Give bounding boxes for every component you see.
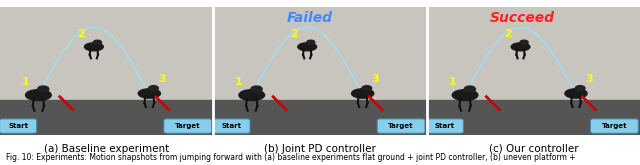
Text: 3: 3 [158, 74, 166, 84]
Ellipse shape [362, 86, 372, 91]
Text: (b) Joint PD controller: (b) Joint PD controller [264, 144, 376, 153]
Ellipse shape [464, 86, 476, 92]
Text: 2: 2 [504, 29, 511, 39]
Bar [213, 7, 427, 100]
Text: 1: 1 [22, 77, 29, 87]
Ellipse shape [307, 40, 315, 45]
Text: Start: Start [221, 123, 241, 129]
Text: Target: Target [175, 123, 200, 129]
FancyBboxPatch shape [377, 119, 425, 133]
FancyBboxPatch shape [164, 119, 212, 133]
Text: Target: Target [388, 123, 414, 129]
Ellipse shape [298, 43, 317, 51]
Text: Target: Target [602, 123, 627, 129]
Ellipse shape [251, 86, 262, 92]
Text: 3: 3 [585, 74, 593, 84]
FancyBboxPatch shape [0, 119, 36, 133]
Ellipse shape [93, 40, 102, 45]
Text: Fig. 10: Experiments: Motion snapshots from jumping forward with (a) baseline ex: Fig. 10: Experiments: Motion snapshots f… [6, 153, 576, 162]
Text: Succeed: Succeed [490, 11, 555, 25]
Ellipse shape [26, 90, 51, 100]
Bar [0, 100, 213, 135]
Bar [213, 100, 427, 135]
Bar [427, 100, 640, 135]
Text: 1: 1 [235, 77, 243, 87]
Ellipse shape [351, 89, 374, 98]
FancyBboxPatch shape [591, 119, 638, 133]
Text: Failed: Failed [286, 11, 332, 25]
Ellipse shape [452, 90, 478, 100]
Ellipse shape [138, 89, 161, 98]
Text: (c) Our controller: (c) Our controller [488, 144, 578, 153]
Text: (a) Baseline experiment: (a) Baseline experiment [44, 144, 170, 153]
Ellipse shape [575, 86, 585, 91]
Ellipse shape [38, 86, 49, 92]
Ellipse shape [239, 90, 264, 100]
Text: Start: Start [8, 123, 28, 129]
Ellipse shape [520, 40, 528, 45]
Text: 2: 2 [77, 29, 85, 39]
Bar [0, 7, 213, 100]
FancyBboxPatch shape [213, 119, 250, 133]
Ellipse shape [565, 89, 587, 98]
Text: 1: 1 [449, 77, 456, 87]
Ellipse shape [84, 43, 103, 51]
FancyBboxPatch shape [426, 119, 463, 133]
Ellipse shape [148, 86, 158, 91]
Text: 3: 3 [372, 74, 380, 84]
Ellipse shape [511, 43, 530, 51]
Text: 2: 2 [291, 29, 298, 39]
Bar [427, 7, 640, 100]
Text: Start: Start [435, 123, 455, 129]
